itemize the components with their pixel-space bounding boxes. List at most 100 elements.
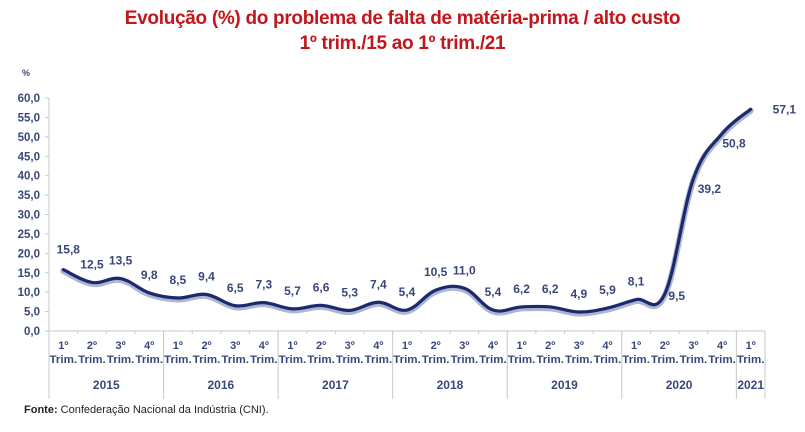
x-quarter-label: 1º (631, 340, 641, 352)
y-tick-label: 15,0 (18, 268, 40, 280)
x-year-label: 2016 (207, 378, 234, 392)
x-quarter-label: 3º (574, 340, 584, 352)
x-quarter-label: 1º (746, 340, 756, 352)
x-quarter-label: 1º (516, 340, 526, 352)
data-label: 15,8 (57, 243, 81, 257)
x-year-label: 2019 (551, 378, 578, 392)
x-quarter-sublabel: Trim. (307, 354, 335, 366)
y-tick-label: 50,0 (18, 132, 40, 144)
data-label: 6,5 (227, 281, 244, 295)
data-label: 7,4 (370, 277, 387, 291)
x-quarter-label: 2º (545, 340, 555, 352)
x-quarter-label: 4º (488, 340, 498, 352)
data-label: 4,9 (570, 287, 587, 301)
y-tick-label: 25,0 (18, 229, 40, 241)
y-tick-label: 40,0 (18, 171, 40, 183)
x-quarter-sublabel: Trim. (164, 354, 192, 366)
x-quarter-label: 2º (316, 340, 326, 352)
x-quarter-sublabel: Trim. (50, 354, 78, 366)
x-quarter-sublabel: Trim. (279, 354, 307, 366)
x-quarter-label: 2º (431, 340, 441, 352)
data-label: 5,3 (341, 285, 358, 299)
y-axis-ticks: 0,0 5,0 10,0 15,0 20,0 25,0 30,0 35,0 40,0 45,0 50… (18, 93, 49, 338)
x-quarter-sublabel: Trim. (651, 354, 679, 366)
x-quarter-label: 4º (144, 340, 154, 352)
y-tick-label: 60,0 (18, 93, 40, 105)
x-year-label: 2015 (93, 378, 120, 392)
x-quarter-label: 3º (116, 340, 126, 352)
series-line (61, 107, 753, 314)
data-label: 5,9 (599, 283, 616, 297)
x-quarter-sublabel: Trim. (365, 354, 393, 366)
x-quarter-sublabel: Trim. (565, 354, 593, 366)
y-axis-unit: % (22, 68, 31, 78)
x-quarter-label: 4º (373, 340, 383, 352)
y-tick-label: 5,0 (24, 307, 40, 319)
x-year-label: 2018 (437, 378, 464, 392)
data-label: 11,0 (453, 263, 476, 277)
x-year-label: 2017 (322, 378, 349, 392)
source-note: Fonte: Confederação Nacional da Indústri… (24, 404, 269, 416)
series-lines (60, 107, 754, 317)
x-quarter-sublabel: Trim. (708, 354, 736, 366)
data-label: 6,2 (513, 282, 530, 296)
x-quarter-label: 2º (660, 340, 670, 352)
data-label: 50,8 (722, 137, 746, 151)
x-quarter-sublabel: Trim. (536, 354, 564, 366)
x-quarter-sublabel: Trim. (594, 354, 622, 366)
data-label: 9,4 (198, 269, 215, 283)
data-label: 39,2 (698, 182, 722, 196)
source-text: Confederação Nacional da Indústria (CNI)… (57, 404, 269, 416)
x-quarter-label: 2º (201, 340, 211, 352)
x-quarter-label: 1º (402, 340, 412, 352)
x-quarter-label: 4º (717, 340, 727, 352)
data-labels: 15,812,5 13,5 9,8 8,5 9,4 6,5 7,3 5,7 6,6 5,3 7,4 5… (57, 102, 797, 303)
y-tick-label: 10,0 (18, 287, 40, 299)
x-quarter-label: 3º (459, 340, 469, 352)
x-quarter-sublabel: Trim. (450, 354, 478, 366)
x-quarter-label: 3º (688, 340, 698, 352)
x-quarter-sublabel: Trim. (737, 354, 765, 366)
y-tick-label: 0,0 (24, 326, 40, 338)
data-label: 7,3 (255, 278, 272, 292)
data-label: 10,5 (424, 265, 448, 279)
data-label: 5,4 (485, 285, 502, 299)
series-line-shadow (60, 107, 754, 317)
data-label: 57,1 (773, 102, 797, 116)
y-tick-label: 55,0 (18, 112, 40, 124)
x-quarter-label: 4º (602, 340, 612, 352)
data-label: 8,1 (628, 275, 645, 289)
x-quarter-sublabel: Trim. (193, 354, 221, 366)
y-tick-label: 30,0 (18, 210, 40, 222)
x-quarter-sublabel: Trim. (336, 354, 364, 366)
chart-subtitle: 1º trim./15 ao 1º trim./21 (299, 33, 506, 54)
y-tick-label: 35,0 (18, 190, 40, 202)
data-label: 8,5 (170, 273, 187, 287)
x-quarter-sublabel: Trim. (479, 354, 507, 366)
data-label: 13,5 (109, 254, 133, 268)
x-quarter-sublabel: Trim. (422, 354, 450, 366)
source-prefix: Fonte: (24, 404, 58, 416)
x-year-label: 2020 (666, 378, 693, 392)
x-year-label: 2021 (737, 378, 764, 392)
data-label: 5,7 (284, 284, 301, 298)
data-label: 9,8 (141, 268, 158, 282)
data-label: 12,5 (80, 257, 104, 271)
chart-title: Evolução (%) do problema de falta de mat… (124, 8, 681, 29)
y-tick-label: 20,0 (18, 248, 40, 260)
x-quarter-sublabel: Trim. (393, 354, 421, 366)
x-quarter-sublabel: Trim. (622, 354, 650, 366)
data-label: 5,4 (399, 285, 416, 299)
x-axis: 1º Trim. 2º Trim. 3º Trim. 4º Trim. 1º Trim. 2º Tri… (48, 331, 766, 399)
x-quarter-sublabel: Trim. (78, 354, 106, 366)
x-quarter-sublabel: Trim. (135, 354, 163, 366)
x-quarter-label: 4º (259, 340, 269, 352)
x-quarter-label: 3º (230, 340, 240, 352)
x-quarter-label: 1º (58, 340, 68, 352)
x-quarter-label: 1º (173, 340, 183, 352)
data-label: 6,2 (542, 282, 559, 296)
data-label: 9,5 (668, 289, 685, 303)
x-quarter-label: 2º (87, 340, 97, 352)
x-quarter-label: 1º (287, 340, 297, 352)
